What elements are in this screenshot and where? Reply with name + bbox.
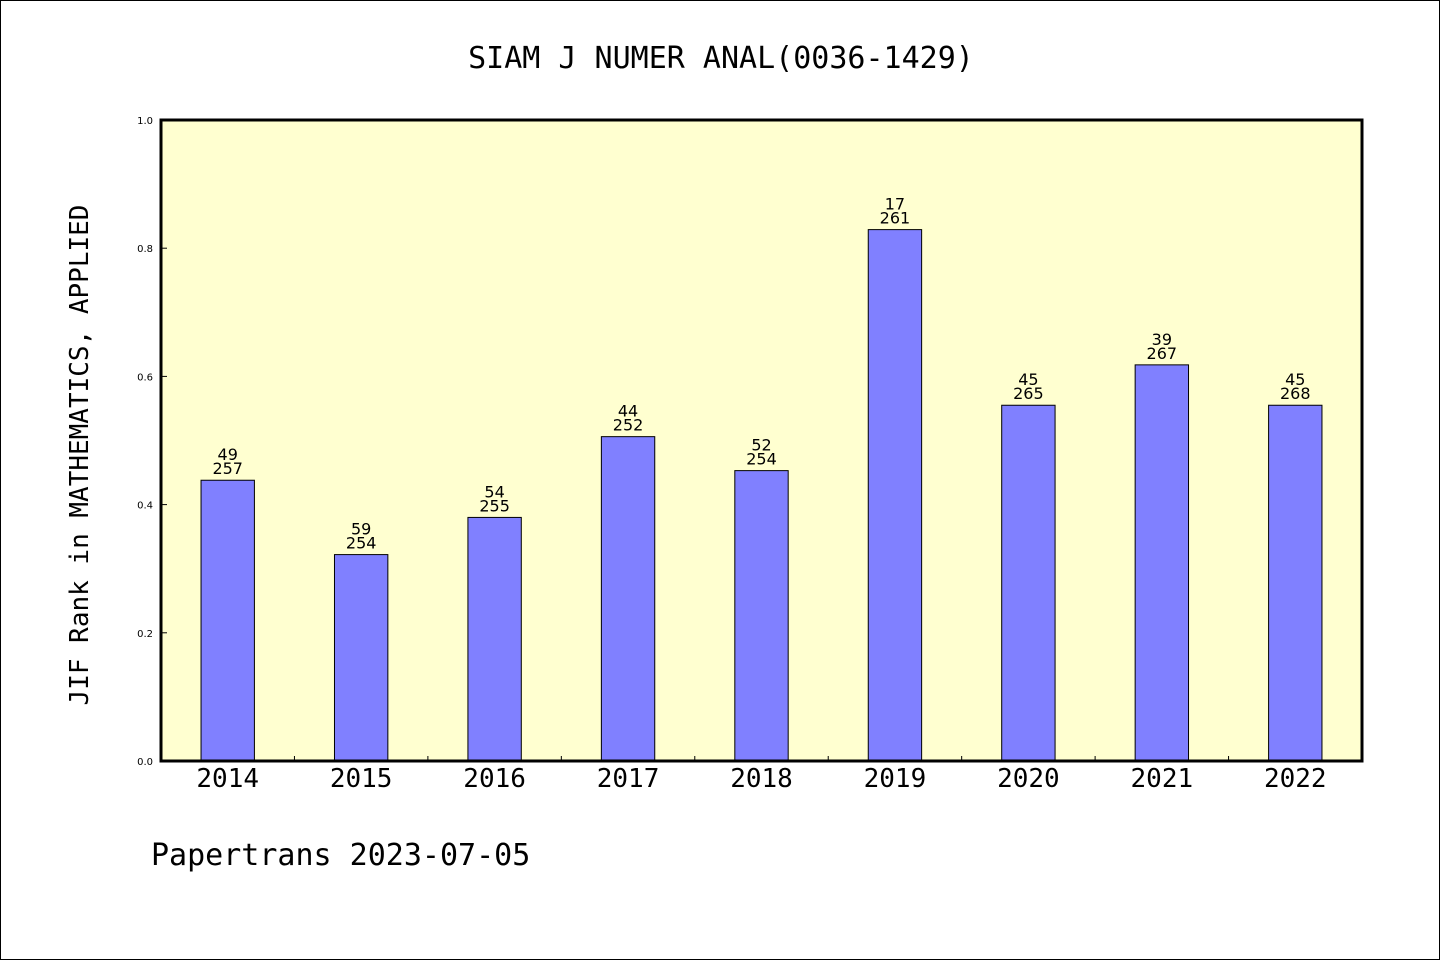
x-tick-label: 2016 bbox=[463, 764, 526, 794]
plot-border bbox=[159, 118, 1364, 763]
bar-total-label: 261 bbox=[880, 209, 911, 228]
footer-text: Papertrans 2023-07-05 bbox=[151, 838, 530, 873]
y-tick-label: 0.8 bbox=[137, 244, 153, 255]
x-axis: 2014 2015 2016 2017 2018 2019 2020 2021 2022 bbox=[196, 756, 1327, 794]
bar bbox=[734, 470, 789, 762]
bar bbox=[600, 436, 656, 762]
x-tick-label: 2022 bbox=[1264, 764, 1327, 794]
y-tick-label: 0.6 bbox=[137, 372, 153, 383]
x-tick-label: 2019 bbox=[864, 764, 927, 794]
bar-total-label: 267 bbox=[1147, 344, 1178, 363]
x-tick-label: 2021 bbox=[1131, 764, 1194, 794]
bar-total-label: 268 bbox=[1280, 384, 1311, 403]
bar-rank-label: 52 bbox=[751, 436, 771, 455]
chart-title: SIAM J NUMER ANAL(0036-1429) bbox=[468, 41, 974, 76]
bar-total-label: 255 bbox=[479, 496, 510, 515]
y-tick-label: 0.2 bbox=[137, 629, 153, 640]
y-tick-label: 0.0 bbox=[137, 757, 153, 768]
bar-total-label: 254 bbox=[746, 450, 777, 469]
bar-rank-label: 49 bbox=[218, 445, 238, 464]
bar-rank-label: 39 bbox=[1152, 330, 1172, 349]
bar bbox=[1134, 364, 1190, 762]
bar bbox=[1268, 404, 1323, 762]
bar-total-label: 254 bbox=[346, 534, 377, 553]
data-labels-group: 4925759254542554425252254172614526539267… bbox=[212, 195, 1310, 553]
bar bbox=[867, 229, 923, 762]
bars-group bbox=[200, 229, 1323, 762]
bar-rank-label: 54 bbox=[484, 482, 504, 501]
x-tick-label: 2014 bbox=[196, 764, 259, 794]
bar-total-label: 265 bbox=[1013, 384, 1044, 403]
x-tick-label: 2018 bbox=[730, 764, 793, 794]
bar-total-label: 252 bbox=[613, 416, 644, 435]
y-tick-label: 1.0 bbox=[137, 116, 153, 127]
y-axis-label: JIF Rank in MATHEMATICS, APPLIED bbox=[65, 205, 95, 706]
bar-rank-label: 45 bbox=[1285, 370, 1305, 389]
x-tick-label: 2020 bbox=[997, 764, 1060, 794]
x-tick-label: 2015 bbox=[330, 764, 393, 794]
bar bbox=[333, 554, 389, 762]
bar bbox=[200, 479, 255, 762]
bar bbox=[467, 516, 522, 762]
bar-rank-label: 17 bbox=[885, 195, 905, 214]
bar-rank-label: 59 bbox=[351, 520, 371, 539]
bar-rank-label: 44 bbox=[618, 402, 638, 421]
y-tick-label: 0.4 bbox=[137, 501, 153, 512]
bar bbox=[1001, 404, 1056, 762]
bar-total-label: 257 bbox=[212, 459, 243, 478]
x-tick-label: 2017 bbox=[597, 764, 660, 794]
bar-rank-label: 45 bbox=[1018, 370, 1038, 389]
